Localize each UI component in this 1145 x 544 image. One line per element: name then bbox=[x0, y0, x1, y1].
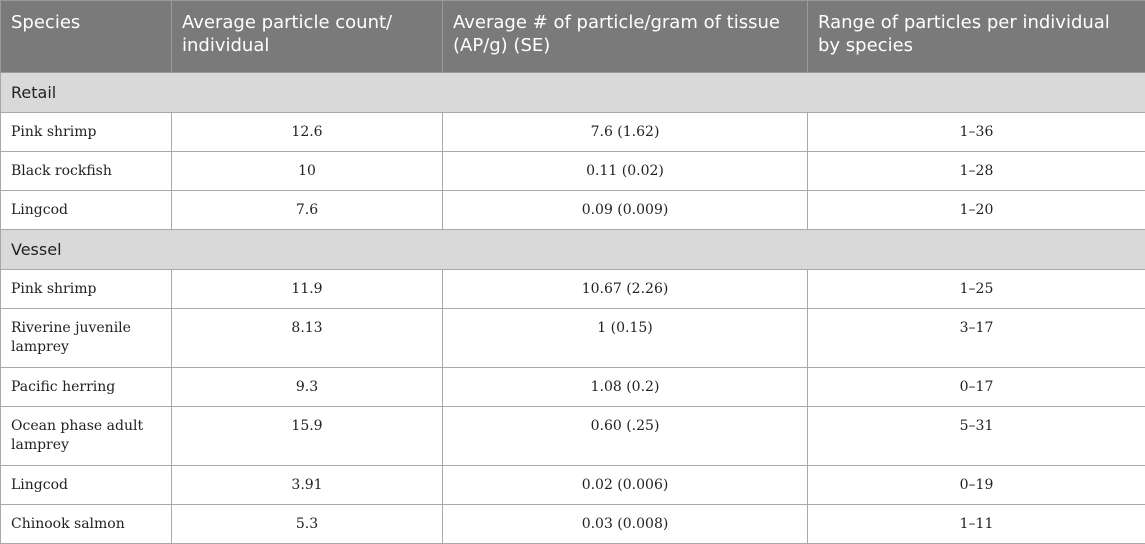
range-cell: 0–17 bbox=[808, 368, 1145, 407]
range-cell: 1–28 bbox=[808, 152, 1145, 191]
avg-count-cell: 10 bbox=[172, 152, 443, 191]
avg-per-gram-cell: 0.09 (0.009) bbox=[443, 191, 808, 230]
range-cell: 0–19 bbox=[808, 466, 1145, 505]
range-cell: 5–31 bbox=[808, 407, 1145, 466]
species-cell: Lingcod bbox=[1, 191, 172, 230]
range-cell: 1–11 bbox=[808, 505, 1145, 544]
table-header: Species Average particle count/ individu… bbox=[1, 1, 1145, 73]
table-row: Pacific herring 9.3 1.08 (0.2) 0–17 bbox=[1, 368, 1145, 407]
range-cell: 1–36 bbox=[808, 113, 1145, 152]
table-row: Lingcod 3.91 0.02 (0.006) 0–19 bbox=[1, 466, 1145, 505]
section-label: Vessel bbox=[1, 230, 1145, 270]
avg-count-cell: 8.13 bbox=[172, 309, 443, 368]
species-cell: Chinook salmon bbox=[1, 505, 172, 544]
avg-per-gram-cell: 1.08 (0.2) bbox=[443, 368, 808, 407]
table-row: Black rockfish 10 0.11 (0.02) 1–28 bbox=[1, 152, 1145, 191]
species-cell: Lingcod bbox=[1, 466, 172, 505]
species-cell: Pink shrimp bbox=[1, 270, 172, 309]
avg-count-cell: 15.9 bbox=[172, 407, 443, 466]
table-row: Pink shrimp 11.9 10.67 (2.26) 1–25 bbox=[1, 270, 1145, 309]
avg-count-cell: 5.3 bbox=[172, 505, 443, 544]
header-species: Species bbox=[1, 1, 172, 73]
range-cell: 3–17 bbox=[808, 309, 1145, 368]
table-row: Pink shrimp 12.6 7.6 (1.62) 1–36 bbox=[1, 113, 1145, 152]
table-body: Retail Pink shrimp 12.6 7.6 (1.62) 1–36 … bbox=[1, 73, 1145, 544]
range-cell: 1–20 bbox=[808, 191, 1145, 230]
section-row-retail: Retail bbox=[1, 73, 1145, 113]
species-cell: Riverine juvenile lamprey bbox=[1, 309, 172, 368]
avg-per-gram-cell: 0.03 (0.008) bbox=[443, 505, 808, 544]
avg-count-cell: 11.9 bbox=[172, 270, 443, 309]
avg-per-gram-cell: 0.02 (0.006) bbox=[443, 466, 808, 505]
species-cell: Pacific herring bbox=[1, 368, 172, 407]
species-cell: Pink shrimp bbox=[1, 113, 172, 152]
header-row: Species Average particle count/ individu… bbox=[1, 1, 1145, 73]
avg-count-cell: 9.3 bbox=[172, 368, 443, 407]
table-row: Lingcod 7.6 0.09 (0.009) 1–20 bbox=[1, 191, 1145, 230]
header-range: Range of particles per individual by spe… bbox=[808, 1, 1145, 73]
table-row: Riverine juvenile lamprey 8.13 1 (0.15) … bbox=[1, 309, 1145, 368]
avg-count-cell: 3.91 bbox=[172, 466, 443, 505]
section-label: Retail bbox=[1, 73, 1145, 113]
table-row: Ocean phase adult lamprey 15.9 0.60 (.25… bbox=[1, 407, 1145, 466]
avg-per-gram-cell: 10.67 (2.26) bbox=[443, 270, 808, 309]
avg-per-gram-cell: 0.60 (.25) bbox=[443, 407, 808, 466]
avg-per-gram-cell: 1 (0.15) bbox=[443, 309, 808, 368]
species-cell: Ocean phase adult lamprey bbox=[1, 407, 172, 466]
section-row-vessel: Vessel bbox=[1, 230, 1145, 270]
species-cell: Black rockfish bbox=[1, 152, 172, 191]
table-row: Chinook salmon 5.3 0.03 (0.008) 1–11 bbox=[1, 505, 1145, 544]
avg-per-gram-cell: 7.6 (1.62) bbox=[443, 113, 808, 152]
range-cell: 1–25 bbox=[808, 270, 1145, 309]
avg-count-cell: 12.6 bbox=[172, 113, 443, 152]
header-avg-count: Average particle count/ individual bbox=[172, 1, 443, 73]
header-avg-per-gram: Average # of particle/gram of tissue (AP… bbox=[443, 1, 808, 73]
avg-count-cell: 7.6 bbox=[172, 191, 443, 230]
avg-per-gram-cell: 0.11 (0.02) bbox=[443, 152, 808, 191]
